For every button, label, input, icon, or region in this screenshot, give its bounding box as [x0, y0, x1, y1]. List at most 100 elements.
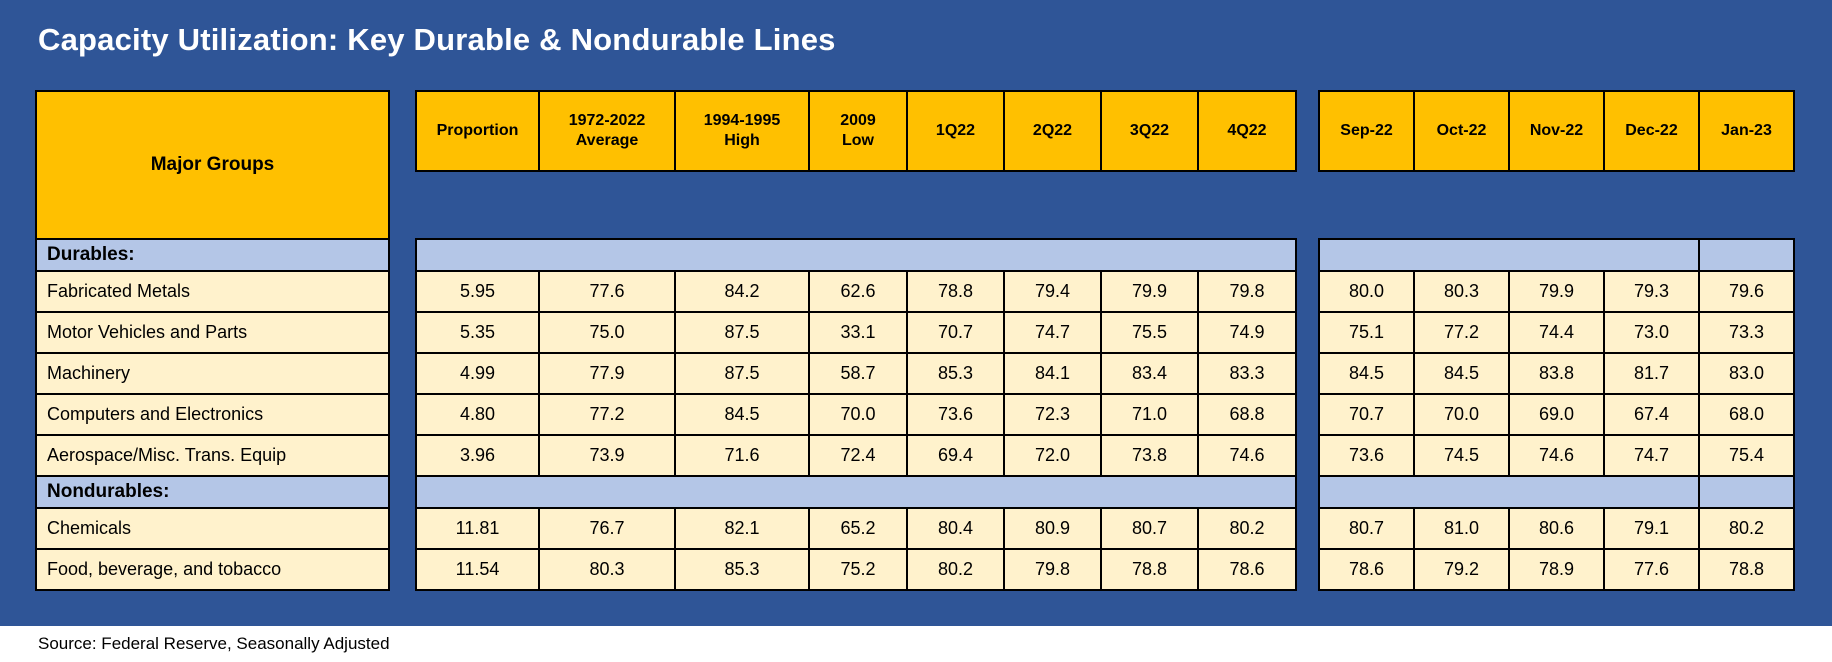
col-header-oct-22: Oct-22 [1415, 92, 1508, 170]
value-cell: 83.0 [1700, 354, 1793, 393]
value-cell: 84.5 [676, 395, 808, 434]
value-cell: 58.7 [810, 354, 906, 393]
value-cell: 80.7 [1320, 509, 1413, 548]
value-cell: 87.5 [676, 354, 808, 393]
value-cell: 65.2 [810, 509, 906, 548]
col-header-1q22: 1Q22 [908, 92, 1003, 170]
value-cell: 79.2 [1415, 550, 1508, 589]
major-groups-column: Major Groups Durables: Fabricated Metals M… [35, 90, 390, 591]
value-cell: 75.4 [1700, 436, 1793, 475]
value-cell: 80.4 [908, 509, 1003, 548]
value-cell: 69.0 [1510, 395, 1603, 434]
value-cell: 74.6 [1510, 436, 1603, 475]
value-cell: 80.2 [1700, 509, 1793, 548]
value-cell: 79.6 [1700, 272, 1793, 311]
col-header-4q22: 4Q22 [1199, 92, 1295, 170]
value-cell: 82.1 [676, 509, 808, 548]
value-cell: 77.6 [540, 272, 674, 311]
value-cell: 78.8 [1700, 550, 1793, 589]
value-cell: 33.1 [810, 313, 906, 352]
value-cell: 75.1 [1320, 313, 1413, 352]
value-cell: 73.3 [1700, 313, 1793, 352]
value-cell: 5.35 [417, 313, 538, 352]
monthly-data-grid: 80.0 80.3 79.9 79.3 79.6 75.1 77.2 74.4 73.0 73.3… [1318, 238, 1795, 591]
value-cell: 73.6 [908, 395, 1003, 434]
value-cell: 80.2 [908, 550, 1003, 589]
col-header-nov-22: Nov-22 [1510, 92, 1603, 170]
value-cell: 84.1 [1005, 354, 1100, 393]
value-cell: 74.7 [1605, 436, 1698, 475]
section-band [1320, 240, 1698, 270]
col-header-2009-low: 2009 Low [810, 92, 906, 170]
value-cell: 74.9 [1199, 313, 1295, 352]
source-note: Source: Federal Reserve, Seasonally Adju… [38, 634, 390, 653]
value-cell: 78.6 [1199, 550, 1295, 589]
value-cell: 77.2 [540, 395, 674, 434]
value-cell: 75.0 [540, 313, 674, 352]
value-cell: 84.5 [1320, 354, 1413, 393]
value-cell: 77.6 [1605, 550, 1698, 589]
value-cell: 87.5 [676, 313, 808, 352]
value-cell: 80.7 [1102, 509, 1197, 548]
value-cell: 78.8 [908, 272, 1003, 311]
value-cell: 84.2 [676, 272, 808, 311]
row-label: Machinery [37, 354, 388, 393]
value-cell: 85.3 [676, 550, 808, 589]
value-cell: 81.0 [1415, 509, 1508, 548]
col-header-1972-2022-average: 1972-2022 Average [540, 92, 674, 170]
value-cell: 81.7 [1605, 354, 1698, 393]
monthly-header-row: Sep-22 Oct-22 Nov-22 Dec-22 Jan-23 [1318, 90, 1795, 172]
row-header-title: Major Groups [37, 92, 388, 238]
value-cell: 67.4 [1605, 395, 1698, 434]
value-cell: 84.5 [1415, 354, 1508, 393]
value-cell: 62.6 [810, 272, 906, 311]
value-cell: 72.4 [810, 436, 906, 475]
col-header-sep-22: Sep-22 [1320, 92, 1413, 170]
value-cell: 73.0 [1605, 313, 1698, 352]
value-cell: 79.4 [1005, 272, 1100, 311]
value-cell: 77.9 [540, 354, 674, 393]
section-band [417, 240, 1295, 270]
col-header-jan-23: Jan-23 [1700, 92, 1793, 170]
value-cell: 70.0 [810, 395, 906, 434]
value-cell: 70.7 [908, 313, 1003, 352]
value-cell: 5.95 [417, 272, 538, 311]
value-cell: 68.8 [1199, 395, 1295, 434]
row-label: Fabricated Metals [37, 272, 388, 311]
value-cell: 79.1 [1605, 509, 1698, 548]
value-cell: 85.3 [908, 354, 1003, 393]
value-cell: 74.5 [1415, 436, 1508, 475]
col-header-1994-1995-high: 1994-1995 High [676, 92, 808, 170]
value-cell: 79.9 [1510, 272, 1603, 311]
value-cell: 83.3 [1199, 354, 1295, 393]
section-band [1700, 477, 1793, 507]
value-cell: 4.80 [417, 395, 538, 434]
value-cell: 68.0 [1700, 395, 1793, 434]
value-cell: 78.9 [1510, 550, 1603, 589]
value-cell: 75.2 [810, 550, 906, 589]
row-label: Motor Vehicles and Parts [37, 313, 388, 352]
value-cell: 75.5 [1102, 313, 1197, 352]
value-cell: 74.6 [1199, 436, 1295, 475]
value-cell: 80.9 [1005, 509, 1100, 548]
row-label: Computers and Electronics [37, 395, 388, 434]
col-header-3q22: 3Q22 [1102, 92, 1197, 170]
value-cell: 4.99 [417, 354, 538, 393]
value-cell: 74.4 [1510, 313, 1603, 352]
value-cell: 72.3 [1005, 395, 1100, 434]
col-header-dec-22: Dec-22 [1605, 92, 1698, 170]
row-label: Food, beverage, and tobacco [37, 550, 388, 589]
value-cell: 80.2 [1199, 509, 1295, 548]
section-row-label: Nondurables: [37, 477, 388, 507]
value-cell: 70.0 [1415, 395, 1508, 434]
section-band [1320, 477, 1698, 507]
value-cell: 76.7 [540, 509, 674, 548]
quarterly-header-row: Proportion 1972-2022 Average 1994-1995 H… [415, 90, 1297, 172]
value-cell: 80.3 [1415, 272, 1508, 311]
section-row-label: Durables: [37, 240, 388, 270]
value-cell: 71.6 [676, 436, 808, 475]
row-label: Aerospace/Misc. Trans. Equip [37, 436, 388, 475]
value-cell: 3.96 [417, 436, 538, 475]
section-band [417, 477, 1295, 507]
page-title: Capacity Utilization: Key Durable & Nond… [38, 22, 836, 57]
